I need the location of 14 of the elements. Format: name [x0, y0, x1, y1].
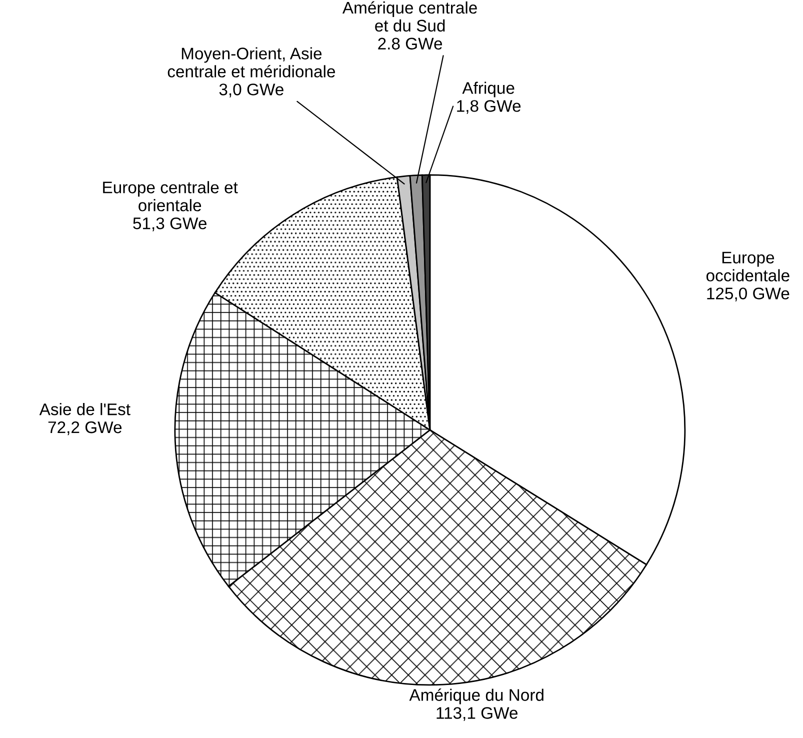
slice-label: Amérique du Nord [409, 688, 544, 704]
data-label: 2.8 GWe [378, 38, 442, 50]
data-label: 72,2 GWe [48, 421, 122, 436]
slice-label: Asie de l'Est [39, 403, 130, 416]
slice-label: Amérique centrale et du Sud [342, 1, 477, 32]
slice-label: Europe occidentale [706, 252, 790, 282]
data-label: 1,8 GWe [457, 100, 521, 114]
data-label: 125,0 GWe [707, 288, 790, 302]
data-label: 51,3 GWe [133, 217, 206, 232]
slice-label: Moyen-Orient, Asie centrale et méridionale [168, 47, 336, 78]
data-label: 3,0 GWe [219, 84, 284, 98]
slice-label: Europe centrale et orientale [103, 181, 238, 212]
slice-label: Afrique [462, 82, 514, 98]
data-label: 113,1 GWe [436, 707, 518, 721]
